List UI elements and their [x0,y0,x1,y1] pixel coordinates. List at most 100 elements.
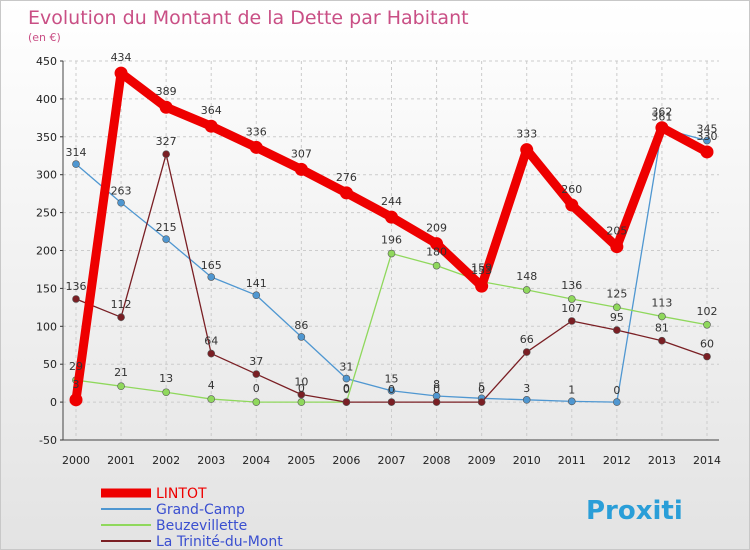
data-label: 29 [69,360,83,373]
data-label: 333 [516,128,537,141]
data-point [252,398,261,406]
data-label: 307 [291,147,312,160]
data-label: 15 [385,373,399,386]
data-label: 276 [336,171,357,184]
data-point [387,386,396,395]
data-point [430,237,444,251]
data-point [207,273,216,281]
data-point [207,349,216,358]
data-point [658,312,666,321]
data-point [117,382,125,390]
data-label: 37 [249,355,263,368]
x-tick-label: 2014 [693,454,721,467]
data-point [567,295,576,303]
data-point [567,317,576,325]
x-tick-label: 2012 [603,454,631,467]
legend-label: La Trinité-du-Mont [156,534,283,549]
data-point [162,388,170,397]
data-label: 64 [204,335,218,348]
data-label: 336 [246,125,267,138]
x-tick-label: 2000 [62,454,90,467]
data-label: 330 [697,130,718,143]
x-tick-label: 2001 [107,454,135,467]
data-label: 3 [73,378,80,391]
data-point [162,235,170,243]
data-label: 260 [561,183,582,196]
data-label: 3 [523,382,530,395]
data-label: 125 [606,287,627,300]
series-lintot [69,66,714,407]
x-tick-label: 2007 [378,454,406,467]
data-label: 66 [520,333,534,346]
data-point [204,119,218,133]
x-tick-label: 2011 [558,454,586,467]
data-point [703,352,711,361]
series-layer [69,66,714,407]
data-point [114,66,128,80]
data-point [655,121,669,135]
data-label: 0 [343,382,350,395]
y-tick-label: 250 [36,207,57,220]
data-point [342,374,351,383]
data-point [72,295,80,303]
data-point [703,320,711,329]
data-point [297,390,306,399]
data-label: 327 [156,135,177,148]
y-tick-label: 200 [36,245,57,258]
data-label: 244 [381,195,402,208]
data-point [522,348,531,356]
data-label: 141 [246,277,267,290]
data-point [72,160,80,168]
data-point [159,100,173,114]
data-point [522,396,531,404]
data-point [252,370,261,378]
data-label: 136 [66,280,87,293]
y-tick-label: 50 [43,358,57,371]
proxiti-logo: Proxiti [586,496,683,526]
data-label: 159 [471,262,492,275]
data-label: 60 [700,338,714,351]
x-tick-label: 2005 [287,454,315,467]
data-point [69,393,83,407]
data-label: 215 [156,221,177,234]
y-tick-label: 450 [36,55,57,68]
series-la-trinit-du-mont [72,150,711,406]
data-label: 263 [111,185,132,198]
data-point [477,398,486,406]
data-label: 0 [343,383,350,396]
data-label: 10 [294,376,308,389]
data-point [658,336,666,345]
y-tick-label: 350 [36,131,57,144]
data-label: 95 [610,311,624,324]
data-point [520,143,534,157]
data-point [432,261,441,270]
y-tick-label: 0 [50,396,57,409]
x-tick-label: 2002 [152,454,180,467]
data-label: 364 [201,104,222,117]
data-label: 165 [201,259,222,272]
data-point [432,398,441,406]
data-label: 205 [606,225,627,238]
data-label: 81 [655,322,669,335]
x-tick-label: 2009 [468,454,496,467]
data-label: 361 [651,110,672,123]
data-label: 153 [471,264,492,277]
data-label: 31 [339,361,353,374]
data-label: 13 [159,372,173,385]
data-label: 314 [66,146,87,159]
data-label: 112 [111,298,132,311]
data-point [339,186,353,200]
data-label: 1 [568,383,575,396]
legend-label: Beuzevillette [156,518,247,534]
y-tick-label: 300 [36,169,57,182]
data-label: 113 [651,296,672,309]
x-tick-label: 2008 [423,454,451,467]
data-label: 180 [426,246,447,259]
legend-label: LINTOT [156,486,207,502]
y-tick-label: 150 [36,282,57,295]
data-point [475,279,489,293]
data-label: 5 [478,380,485,393]
